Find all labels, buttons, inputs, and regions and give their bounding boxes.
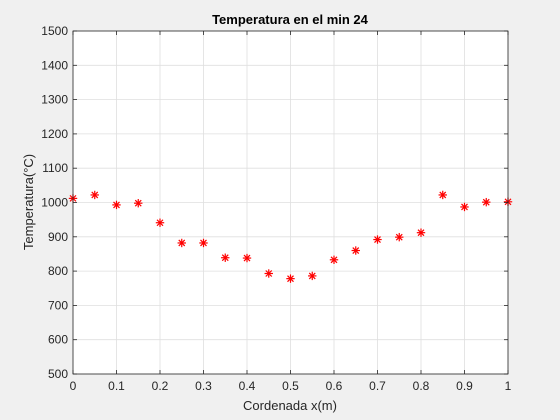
data-point-asterisk [329, 255, 339, 264]
x-tick-label: 0.7 [369, 379, 386, 393]
data-point-asterisk [264, 269, 273, 278]
y-tick-label: 600 [48, 333, 68, 347]
asterisk-stroke [330, 256, 338, 264]
y-tick-label: 700 [48, 298, 68, 312]
data-point-asterisk [199, 238, 208, 248]
x-tick-label: 1 [505, 379, 512, 393]
y-tick-labels: 500 600 700 800 900 1000 1100 1200 1300 1400 1500 [41, 24, 68, 381]
data-point-asterisk [460, 202, 469, 212]
asterisk-stroke [395, 233, 403, 241]
y-tick-label: 800 [48, 264, 68, 278]
data-point-asterisk [112, 200, 121, 210]
data-point-asterisk [308, 271, 317, 281]
x-tick-label: 0.6 [326, 379, 343, 393]
x-axis-label: Cordenada x(m) [243, 398, 337, 413]
asterisk-stroke [417, 229, 425, 237]
x-tick-label: 0.3 [195, 379, 212, 393]
asterisk-stroke [265, 270, 273, 277]
x-tick-label: 0.2 [152, 379, 169, 393]
y-axis-label: Temperatura(°C) [21, 154, 36, 250]
ticks [72, 30, 509, 375]
y-tick-label: 1100 [42, 161, 68, 175]
asterisk-stroke [221, 254, 229, 262]
asterisk-stroke [178, 239, 186, 247]
asterisk-stroke [308, 272, 316, 280]
asterisk-stroke [482, 198, 490, 206]
asterisk-stroke [439, 191, 447, 199]
x-tick-label: 0.9 [456, 379, 473, 393]
data-point-asterisk [286, 274, 295, 283]
x-tick-label: 0.4 [239, 379, 256, 393]
data-point-asterisk [134, 198, 143, 208]
y-tick-label: 1300 [41, 93, 68, 107]
data-point-asterisk [177, 238, 186, 248]
y-tick-label: 900 [48, 230, 68, 244]
asterisk-stroke [461, 203, 468, 211]
asterisk-stroke [287, 275, 294, 283]
y-tick-label: 1000 [41, 196, 68, 210]
data-point-asterisk [416, 228, 426, 237]
asterisk-stroke [156, 219, 164, 227]
asterisk-stroke [243, 254, 251, 262]
y-tick-label: 1500 [41, 24, 68, 38]
asterisk-stroke [134, 199, 142, 207]
data-point-asterisk [351, 246, 360, 255]
asterisk-stroke [200, 239, 207, 247]
data-points [68, 190, 513, 283]
y-tick-label: 1400 [41, 58, 68, 72]
data-point-asterisk [90, 190, 99, 200]
data-point-asterisk [155, 218, 165, 227]
data-point-asterisk [395, 232, 404, 242]
asterisk-stroke [374, 236, 381, 243]
x-tick-label: 0.8 [413, 379, 430, 393]
asterisk-stroke [113, 201, 120, 209]
data-point-asterisk [373, 235, 382, 244]
chart-title: Temperatura en el min 24 [212, 12, 369, 27]
x-tick-label: 0 [70, 379, 77, 393]
data-point-asterisk [438, 190, 447, 200]
x-tick-label: 0.5 [282, 379, 299, 393]
x-tick-label: 0.1 [108, 379, 125, 393]
data-point-asterisk [482, 197, 491, 207]
y-tick-label: 500 [48, 367, 68, 381]
asterisk-stroke [352, 247, 360, 254]
data-point-asterisk [221, 253, 230, 262]
x-tick-labels: 0 0.1 0.2 0.3 0.4 0.5 0.6 0.7 0.8 0.9 1 [70, 379, 512, 393]
y-tick-label: 1200 [41, 127, 68, 141]
asterisk-stroke [91, 191, 99, 199]
data-point-asterisk [242, 253, 252, 263]
